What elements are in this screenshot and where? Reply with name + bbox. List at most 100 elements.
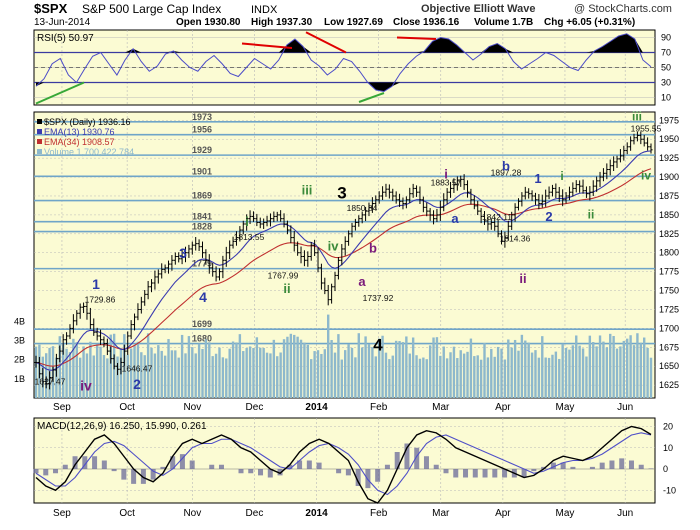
macd-histogram-bar <box>589 466 595 469</box>
header-name: S&P 500 Large Cap Index <box>82 2 221 16</box>
price-bar <box>207 254 211 274</box>
volume-bar <box>350 347 354 398</box>
macd-histogram-bar <box>472 469 478 478</box>
volume-bar <box>337 334 340 398</box>
volume-bar <box>191 347 194 398</box>
macd-histogram-bar <box>53 469 59 474</box>
volume-bar <box>55 357 58 398</box>
month-label: Jun <box>617 402 633 413</box>
volume-bar <box>541 336 544 398</box>
volume-bar <box>547 357 551 398</box>
price-bar <box>238 226 242 242</box>
wave-label: b <box>502 158 510 173</box>
volume-bar <box>255 337 259 398</box>
fib-level-label: 1841 <box>192 212 212 222</box>
price-bar <box>160 263 164 279</box>
wave-label: 4 <box>199 289 207 305</box>
volume-bar <box>282 339 286 398</box>
price-bar <box>482 211 487 225</box>
price-label: 1646.47 <box>122 364 153 374</box>
price-bar <box>516 198 521 211</box>
price-bar <box>228 240 232 260</box>
price-bar <box>499 230 504 245</box>
volume-bar <box>476 355 479 398</box>
price-label: 1955.55 <box>631 124 662 134</box>
volume-bar <box>320 353 323 398</box>
price-bar <box>309 242 313 261</box>
volume-bar <box>649 357 653 398</box>
price-bar <box>567 186 572 201</box>
price-bar <box>98 329 103 345</box>
macd-tick-label: 20 <box>663 422 673 432</box>
price-bar <box>44 376 48 389</box>
price-bar <box>92 318 96 336</box>
price-bar <box>537 194 541 210</box>
macd-histogram-bar <box>33 469 39 474</box>
price-bar <box>258 217 262 229</box>
price-bar <box>571 182 575 197</box>
volume-bar <box>595 346 598 398</box>
volume-bar <box>513 339 517 398</box>
volume-bar <box>116 356 119 398</box>
price-label: 1767.99 <box>268 270 299 280</box>
volume-bar <box>194 353 197 398</box>
macd-histogram-bar <box>297 460 303 469</box>
month-label: Mar <box>432 508 450 519</box>
macd-line <box>35 425 652 504</box>
volume-bar <box>343 350 347 398</box>
price-bar <box>204 249 208 265</box>
volume-bar <box>496 346 500 398</box>
volume-bar <box>82 346 85 398</box>
volume-bar <box>371 347 374 398</box>
price-bar <box>41 367 45 388</box>
price-bar <box>353 218 357 231</box>
header-high: High 1937.30 <box>251 17 313 28</box>
price-bar <box>78 303 82 319</box>
price-bar <box>221 255 225 279</box>
header-close: Close 1936.16 <box>393 17 460 28</box>
price-bar <box>578 180 582 193</box>
price-bar <box>302 250 307 267</box>
month-label: May <box>556 508 575 519</box>
macd-histogram-bar <box>404 443 410 469</box>
volume-bar <box>163 355 167 398</box>
price-bar <box>200 241 205 258</box>
volume-bar <box>360 347 364 398</box>
macd-histogram-bar <box>306 460 312 469</box>
price-bar <box>520 192 524 207</box>
price-bar <box>530 190 534 201</box>
header-symbol: $SPX <box>34 1 68 16</box>
macd-histogram-bar <box>609 460 615 469</box>
volume-bar <box>561 343 564 398</box>
price-bar <box>211 262 215 277</box>
month-label: Sep <box>53 402 71 413</box>
volume-bar <box>486 357 490 398</box>
macd-signal-line <box>35 432 652 496</box>
price-bar <box>37 356 41 379</box>
x-axis-macd: Sep Oct Nov Dec 2014 Feb Mar Apr May Jun <box>53 508 633 519</box>
fib-level-label: 1956 <box>192 125 212 135</box>
price-bar <box>102 336 106 348</box>
volume-bar <box>245 348 248 398</box>
macd-panel: -10 0 10 20 MACD(12,26,9) 16.250, 15.990, 0.… <box>33 417 676 504</box>
price-bar <box>363 206 368 222</box>
price-bar <box>177 252 181 263</box>
volume-bar <box>279 352 282 398</box>
wave-label: a <box>451 211 459 226</box>
macd-tick-label: 10 <box>663 443 673 453</box>
header-exchange: INDX <box>251 4 278 16</box>
volume-bar <box>347 344 350 398</box>
rsi-trendline-3 <box>305 31 347 54</box>
volume-bar <box>452 346 456 398</box>
macd-histogram-bar <box>140 469 146 484</box>
price-bar <box>190 241 194 255</box>
volume-bar <box>211 356 214 398</box>
price-bar <box>404 196 408 209</box>
volume-bar <box>238 334 242 398</box>
price-bar <box>115 362 120 376</box>
price-bar <box>431 210 436 225</box>
volume-bar <box>503 359 507 398</box>
price-bar <box>408 187 412 204</box>
price-bar <box>581 179 585 194</box>
price-bar <box>649 143 653 154</box>
